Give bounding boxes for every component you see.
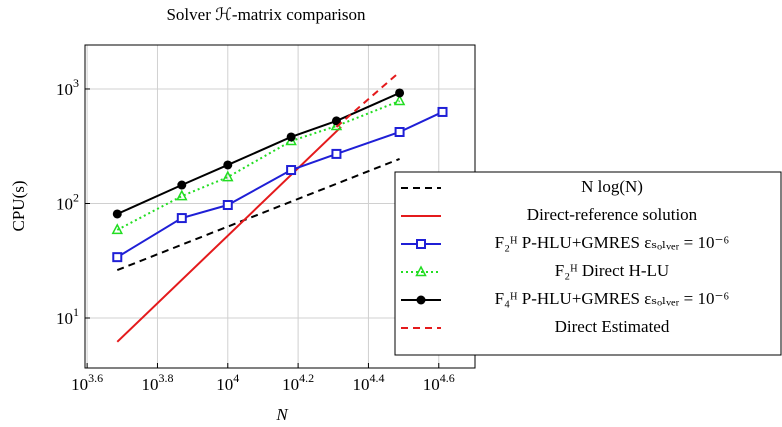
marker: [111, 223, 124, 235]
marker: [176, 189, 188, 201]
x-tick-label: 104.4: [352, 371, 384, 394]
marker: [112, 252, 123, 263]
marker: [416, 239, 426, 249]
x-tick-label: 104.2: [282, 371, 314, 394]
legend-label: Direct Estimated: [555, 317, 670, 336]
marker: [395, 88, 405, 98]
marker: [331, 116, 341, 126]
marker: [222, 170, 234, 182]
legend-label: F₄ᴴ P-HLU+GMRES εₛₒₗᵥₑᵣ = 10⁻⁶: [495, 289, 730, 308]
marker: [416, 295, 426, 305]
marker: [286, 165, 297, 176]
marker: [415, 265, 427, 277]
y-tick-label: 103: [56, 76, 79, 99]
chart-title: Solver ℋ-matrix comparison: [166, 5, 366, 24]
legend-label: F₂ᴴ P-HLU+GMRES εₛₒₗᵥₑᵣ = 10⁻⁶: [495, 233, 730, 252]
y-tick-label: 101: [56, 305, 79, 328]
marker: [176, 213, 187, 224]
y-axis-label: CPU(s): [9, 180, 28, 231]
line-series: [116, 100, 400, 231]
line-series: [116, 157, 400, 272]
x-tick-label: 103.6: [71, 371, 103, 394]
marker: [223, 160, 233, 170]
x-axis-label: N: [275, 405, 289, 424]
legend: [394, 171, 782, 356]
y-tick-label: 102: [56, 190, 79, 213]
marker: [393, 94, 406, 106]
legend-label: F₂ᴴ Direct H-LU: [555, 261, 669, 280]
legend-label: Direct-reference solution: [527, 205, 698, 224]
marker: [394, 127, 405, 138]
x-tick-label: 104.6: [423, 371, 455, 394]
marker: [112, 209, 122, 219]
marker: [331, 148, 342, 159]
line-series: [116, 92, 400, 215]
line-series: [116, 126, 342, 343]
marker: [286, 132, 296, 142]
x-tick-label: 104: [216, 371, 239, 394]
marker: [222, 200, 233, 211]
marker: [177, 180, 187, 190]
x-tick-label: 103.8: [141, 371, 173, 394]
legend-label: N log(N): [581, 177, 643, 196]
line-series: [335, 71, 401, 128]
marker: [437, 106, 448, 117]
